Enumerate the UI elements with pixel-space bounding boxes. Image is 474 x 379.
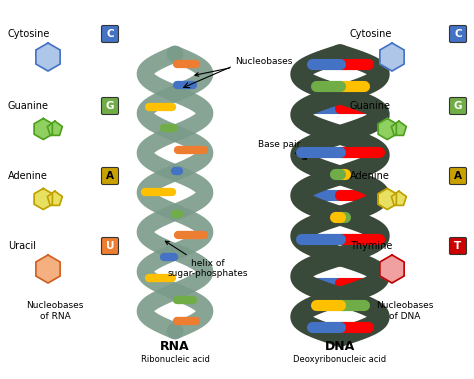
Text: G: G bbox=[454, 101, 462, 111]
Polygon shape bbox=[47, 191, 62, 205]
Polygon shape bbox=[36, 43, 60, 71]
Text: C: C bbox=[454, 29, 462, 39]
Text: C: C bbox=[106, 29, 114, 39]
Text: A: A bbox=[454, 171, 462, 181]
FancyBboxPatch shape bbox=[101, 97, 118, 114]
FancyBboxPatch shape bbox=[101, 168, 118, 185]
Polygon shape bbox=[392, 191, 406, 205]
Text: Base pair: Base pair bbox=[258, 140, 307, 159]
Text: U: U bbox=[106, 241, 114, 251]
Text: Cytosine: Cytosine bbox=[8, 29, 50, 39]
FancyBboxPatch shape bbox=[449, 25, 466, 42]
Polygon shape bbox=[378, 188, 396, 210]
Text: Adenine: Adenine bbox=[350, 171, 390, 181]
Text: Cytosine: Cytosine bbox=[350, 29, 392, 39]
FancyBboxPatch shape bbox=[101, 25, 118, 42]
FancyBboxPatch shape bbox=[449, 238, 466, 255]
Polygon shape bbox=[36, 255, 60, 283]
Polygon shape bbox=[47, 121, 62, 135]
Text: Guanine: Guanine bbox=[8, 101, 49, 111]
Text: T: T bbox=[455, 241, 462, 251]
Polygon shape bbox=[392, 121, 406, 135]
Text: Thymine: Thymine bbox=[350, 241, 392, 251]
Text: DNA: DNA bbox=[325, 340, 355, 354]
Text: Nucleobases
of DNA: Nucleobases of DNA bbox=[376, 301, 434, 321]
FancyBboxPatch shape bbox=[449, 97, 466, 114]
Text: Deoxyribonucleic acid: Deoxyribonucleic acid bbox=[293, 354, 387, 363]
Text: Uracil: Uracil bbox=[8, 241, 36, 251]
Text: Ribonucleic acid: Ribonucleic acid bbox=[141, 354, 210, 363]
Polygon shape bbox=[378, 119, 396, 139]
Polygon shape bbox=[380, 43, 404, 71]
Text: Adenine: Adenine bbox=[8, 171, 48, 181]
Text: Guanine: Guanine bbox=[350, 101, 391, 111]
Text: G: G bbox=[106, 101, 114, 111]
Polygon shape bbox=[34, 188, 52, 210]
Text: helix of
sugar-phosphates: helix of sugar-phosphates bbox=[165, 241, 248, 279]
Polygon shape bbox=[380, 255, 404, 283]
FancyBboxPatch shape bbox=[449, 168, 466, 185]
FancyBboxPatch shape bbox=[101, 238, 118, 255]
Text: A: A bbox=[106, 171, 114, 181]
Polygon shape bbox=[34, 119, 52, 139]
Text: RNA: RNA bbox=[160, 340, 190, 354]
Text: Nucleobases: Nucleobases bbox=[195, 56, 292, 76]
Text: Nucleobases
of RNA: Nucleobases of RNA bbox=[27, 301, 84, 321]
